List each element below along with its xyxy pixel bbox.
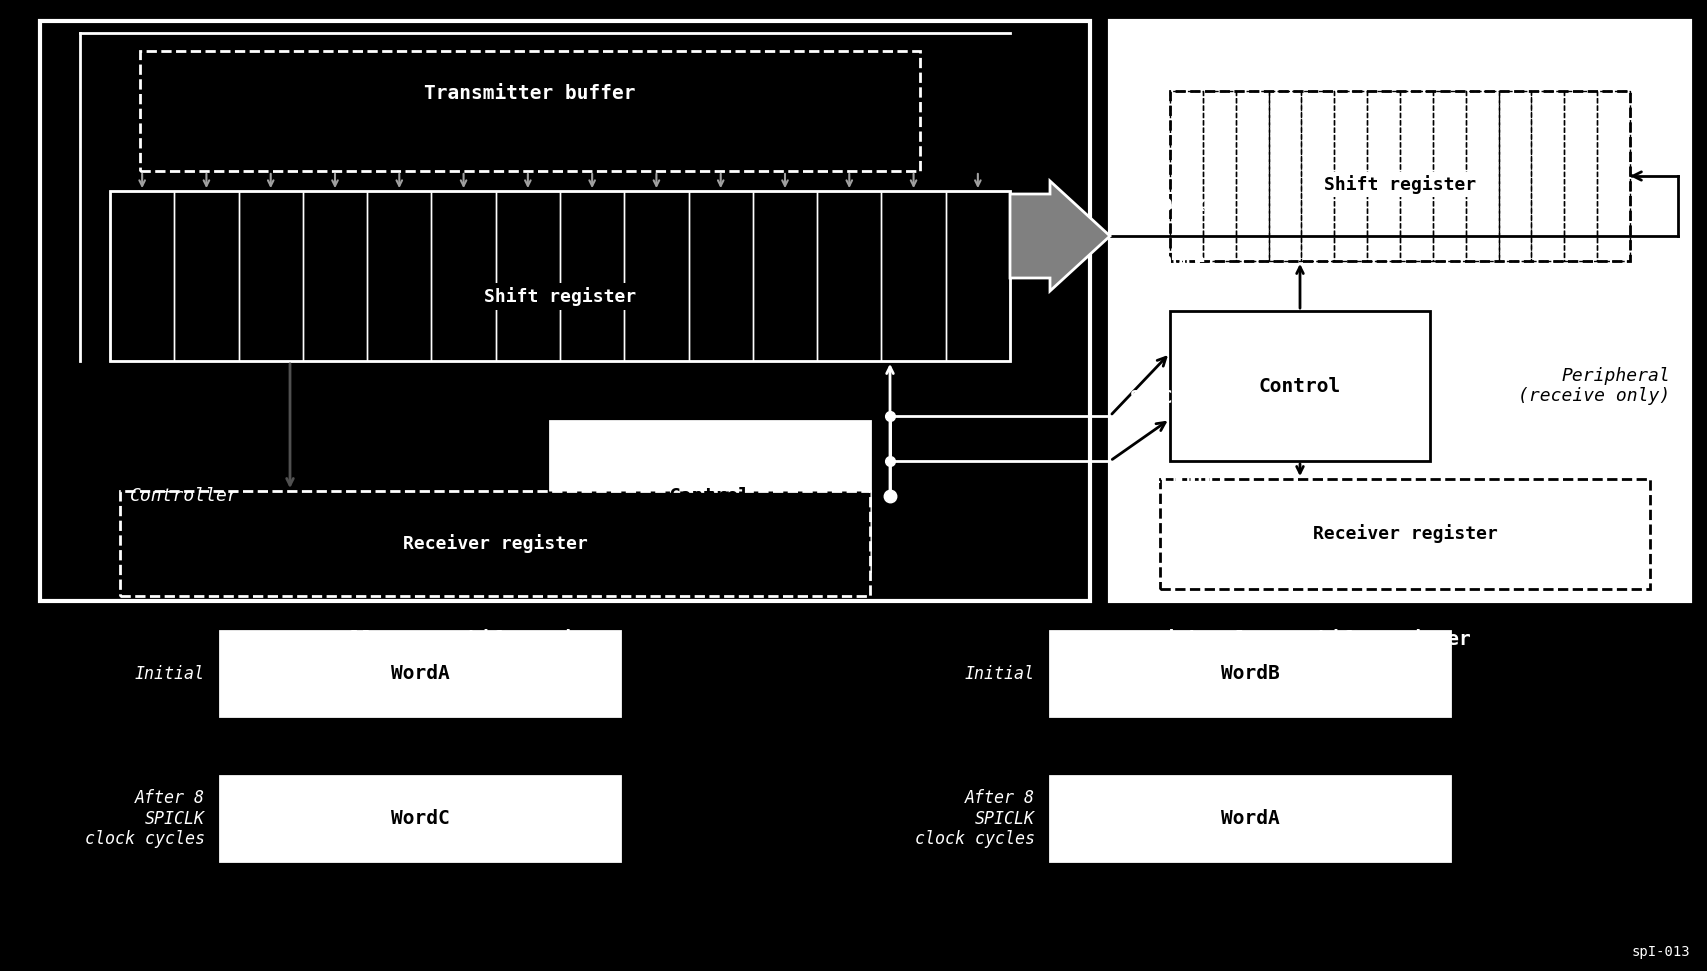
Bar bbox=[625, 191, 688, 361]
Bar bbox=[119, 491, 869, 596]
Bar bbox=[1169, 311, 1429, 461]
Text: After 8
SPICLK
clock cycles: After 8 SPICLK clock cycles bbox=[915, 788, 1034, 849]
Text: Shift register: Shift register bbox=[483, 286, 635, 306]
Text: SPICLK: SPICLK bbox=[1130, 389, 1195, 407]
Bar bbox=[220, 631, 620, 716]
Bar bbox=[1366, 91, 1400, 261]
Bar bbox=[1110, 21, 1688, 601]
Bar bbox=[1159, 479, 1649, 589]
Bar bbox=[1202, 91, 1234, 261]
Bar bbox=[174, 191, 239, 361]
Bar bbox=[1050, 631, 1449, 716]
Bar bbox=[302, 191, 367, 361]
Text: After 8
SPICLK
clock cycles: After 8 SPICLK clock cycles bbox=[85, 788, 205, 849]
Bar bbox=[560, 191, 625, 361]
Bar bbox=[881, 191, 946, 361]
Bar bbox=[220, 776, 620, 861]
Text: Transmitter buffer: Transmitter buffer bbox=[423, 84, 635, 103]
Bar bbox=[946, 191, 1009, 361]
Bar bbox=[753, 191, 816, 361]
Text: Controller SPI shift register: Controller SPI shift register bbox=[280, 629, 620, 649]
Text: Initial: Initial bbox=[135, 664, 205, 683]
Text: Controller: Controller bbox=[130, 487, 239, 505]
Bar bbox=[816, 191, 881, 361]
Bar bbox=[550, 421, 869, 571]
Text: Control: Control bbox=[669, 486, 751, 506]
Bar bbox=[109, 191, 1009, 361]
Bar bbox=[688, 191, 753, 361]
Bar bbox=[1400, 91, 1432, 261]
Bar bbox=[495, 191, 560, 361]
Bar bbox=[239, 191, 302, 361]
Text: WordB: WordB bbox=[1221, 664, 1279, 683]
Bar bbox=[1169, 91, 1202, 261]
Bar bbox=[39, 21, 1089, 601]
Bar bbox=[1564, 91, 1596, 261]
Text: WordC: WordC bbox=[391, 809, 449, 828]
Bar bbox=[1301, 91, 1333, 261]
Text: Shift register: Shift register bbox=[1323, 175, 1475, 194]
Bar bbox=[1432, 91, 1465, 261]
Text: Control: Control bbox=[1258, 377, 1340, 395]
Text: SPIEN[i]: SPIEN[i] bbox=[1130, 470, 1217, 488]
Bar bbox=[1465, 91, 1497, 261]
Polygon shape bbox=[1009, 181, 1110, 291]
Bar bbox=[1050, 776, 1449, 861]
Bar bbox=[1333, 91, 1366, 261]
Bar bbox=[1234, 91, 1268, 261]
Bar bbox=[1169, 91, 1628, 261]
Text: (single): (single) bbox=[1130, 251, 1217, 271]
Bar bbox=[1268, 91, 1301, 261]
Bar bbox=[140, 51, 920, 171]
Text: WordA: WordA bbox=[1221, 809, 1279, 828]
Text: WordA: WordA bbox=[391, 664, 449, 683]
Text: Receiver register: Receiver register bbox=[1311, 524, 1497, 544]
Bar bbox=[1596, 91, 1628, 261]
Bar bbox=[109, 191, 174, 361]
Text: Receiver register: Receiver register bbox=[403, 534, 587, 553]
Text: Peripheral
(receive only): Peripheral (receive only) bbox=[1518, 367, 1669, 406]
Bar bbox=[432, 191, 495, 361]
Bar bbox=[367, 191, 432, 361]
Text: Peripheral SPI shift register: Peripheral SPI shift register bbox=[1128, 629, 1470, 649]
Text: SPIDATk: SPIDATk bbox=[1130, 197, 1205, 215]
Text: spI-013: spI-013 bbox=[1630, 945, 1688, 959]
Bar bbox=[1531, 91, 1564, 261]
Text: Initial: Initial bbox=[964, 664, 1034, 683]
Bar bbox=[1497, 91, 1531, 261]
